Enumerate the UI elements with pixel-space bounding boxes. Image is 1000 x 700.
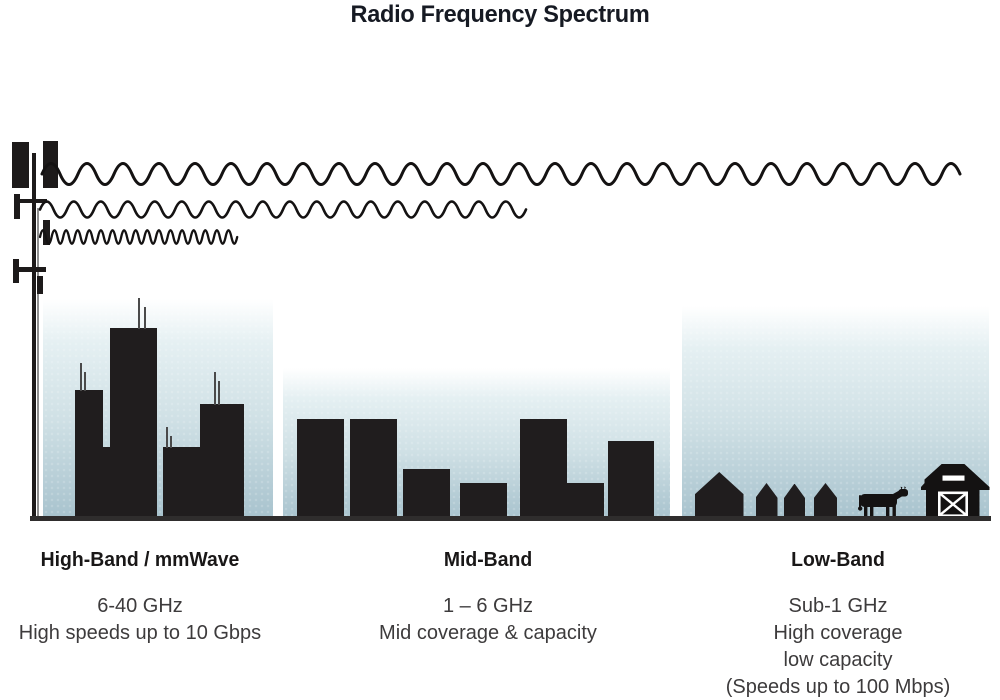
mid-band-heading: Mid-Band <box>443 549 533 571</box>
high-band-heading: High-Band / mmWave <box>40 549 240 571</box>
mid-band-label: Mid-Band 1 – 6 GHz Mid coverage & capaci… <box>368 549 608 647</box>
tower-crossbar-lower <box>16 267 46 272</box>
low-band-heading: Low-Band <box>791 549 885 571</box>
rooftop-antenna-icon <box>213 372 216 405</box>
mid-band-sky-panel <box>283 368 670 520</box>
cow-icon <box>858 486 908 518</box>
low-band-capacity: low capacity <box>783 649 893 671</box>
mid-band-description: 1 – 6 GHz Mid coverage & capacity <box>368 593 608 647</box>
tower-side-panel-upper-left <box>14 194 20 219</box>
skyscraper <box>75 390 103 520</box>
mid-building <box>459 483 507 520</box>
low-band-speed: (Speeds up to 100 Mbps) <box>725 676 951 698</box>
rooftop-antenna-icon <box>217 381 220 405</box>
tower-side-panel-lower-left <box>13 259 19 283</box>
house-icon <box>755 483 778 518</box>
mid-building-annex <box>567 483 604 520</box>
tower-mast-stub <box>36 276 43 294</box>
tower-mast <box>31 153 36 520</box>
high-band-frequency: 6-40 GHz <box>97 595 183 617</box>
mid-band-frequency: 1 – 6 GHz <box>442 595 534 617</box>
ground-line <box>30 515 991 521</box>
low-band-frequency: Sub-1 GHz <box>788 595 888 617</box>
rooftop-antenna-icon <box>169 436 172 448</box>
mid-building <box>402 469 450 520</box>
tower-antenna-panel-left <box>12 142 29 188</box>
page-title: Radio Frequency Spectrum <box>350 1 650 28</box>
barn-icon <box>921 464 990 520</box>
mid-building <box>349 419 397 520</box>
high-band-speed: High speeds up to 10 Gbps <box>18 622 262 644</box>
house-icon <box>814 483 837 518</box>
mid-building <box>520 419 567 520</box>
skyscraper-tall <box>109 328 157 520</box>
rooftop-antenna-icon <box>137 298 140 329</box>
low-band-description: Sub-1 GHz High coverage low capacity (Sp… <box>713 593 963 700</box>
mid-frequency-wave-icon <box>38 200 528 219</box>
skyscraper <box>200 404 244 520</box>
mid-band-coverage: Mid coverage & capacity <box>379 622 597 644</box>
tower-antenna-panel-right <box>43 141 58 188</box>
rooftop-antenna-icon <box>79 363 82 391</box>
skyscraper-low <box>163 447 200 520</box>
tower-side-panel-right <box>42 220 50 245</box>
rooftop-antenna-icon <box>84 372 86 391</box>
low-band-label: Low-Band Sub-1 GHz High coverage low cap… <box>713 549 963 700</box>
rooftop-antenna-icon <box>165 427 168 448</box>
mid-building <box>607 441 654 520</box>
mid-building <box>296 419 344 520</box>
tower-crossbar-upper <box>16 199 47 203</box>
house-icon <box>784 483 805 518</box>
high-frequency-wave-icon <box>38 229 239 245</box>
radio-waves-group <box>38 162 962 245</box>
tower-mast-secondary <box>36 208 39 516</box>
low-frequency-wave-icon <box>40 162 962 186</box>
rooftop-antenna-icon <box>143 307 146 329</box>
high-band-label: High-Band / mmWave 6-40 GHz High speeds … <box>18 549 262 647</box>
low-band-coverage: High coverage <box>773 622 903 644</box>
high-band-description: 6-40 GHz High speeds up to 10 Gbps <box>18 593 262 647</box>
